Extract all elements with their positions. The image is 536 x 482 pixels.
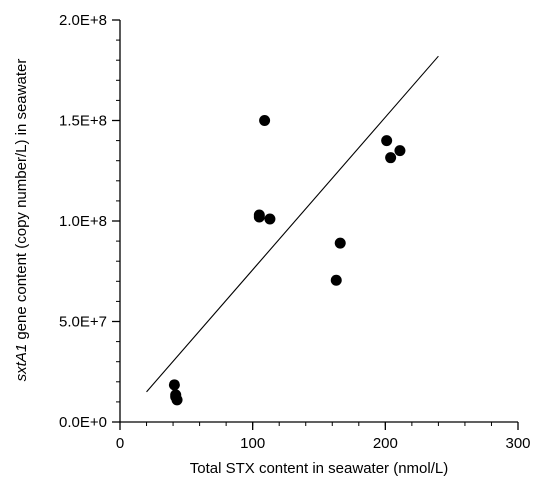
- data-point: [334, 237, 346, 249]
- y-tick-label: 0.0E+0: [59, 414, 107, 431]
- x-tick-label: 100: [240, 435, 265, 452]
- data-point: [259, 115, 271, 126]
- tick-labels: 0 100 200 300 0.0E+0 5.0E+7 1.0E+8 1.5E+8 2.0E+8: [59, 12, 530, 452]
- x-tick-label: 0: [116, 435, 124, 452]
- y-axis-label: sxtA1 gene content (copy number/L) in se…: [13, 59, 30, 382]
- minor-ticks: [116, 19, 519, 426]
- y-tick-label: 5.0E+7: [59, 314, 107, 331]
- data-point: [385, 152, 397, 164]
- data-point: [168, 379, 180, 391]
- data-point: [394, 145, 406, 157]
- y-tick-label: 2.0E+8: [59, 12, 107, 29]
- data-point: [381, 135, 393, 147]
- trendline: [146, 55, 439, 393]
- y-axis-label-gene: sxtA1: [13, 344, 30, 382]
- major-ticks: [112, 19, 519, 430]
- y-axis-label-rest: gene content (copy number/L) in seawater: [13, 59, 30, 344]
- data-point: [330, 274, 342, 286]
- x-tick-label: 200: [373, 435, 398, 452]
- data-points: [168, 115, 406, 406]
- y-tick-label: 1.5E+8: [59, 113, 107, 130]
- data-point: [253, 211, 265, 223]
- data-point: [264, 213, 276, 225]
- y-tick-label: 1.0E+8: [59, 213, 107, 230]
- data-point: [171, 394, 183, 406]
- x-tick-label: 300: [505, 435, 530, 452]
- x-axis-label: Total STX content in seawater (nmol/L): [190, 460, 448, 477]
